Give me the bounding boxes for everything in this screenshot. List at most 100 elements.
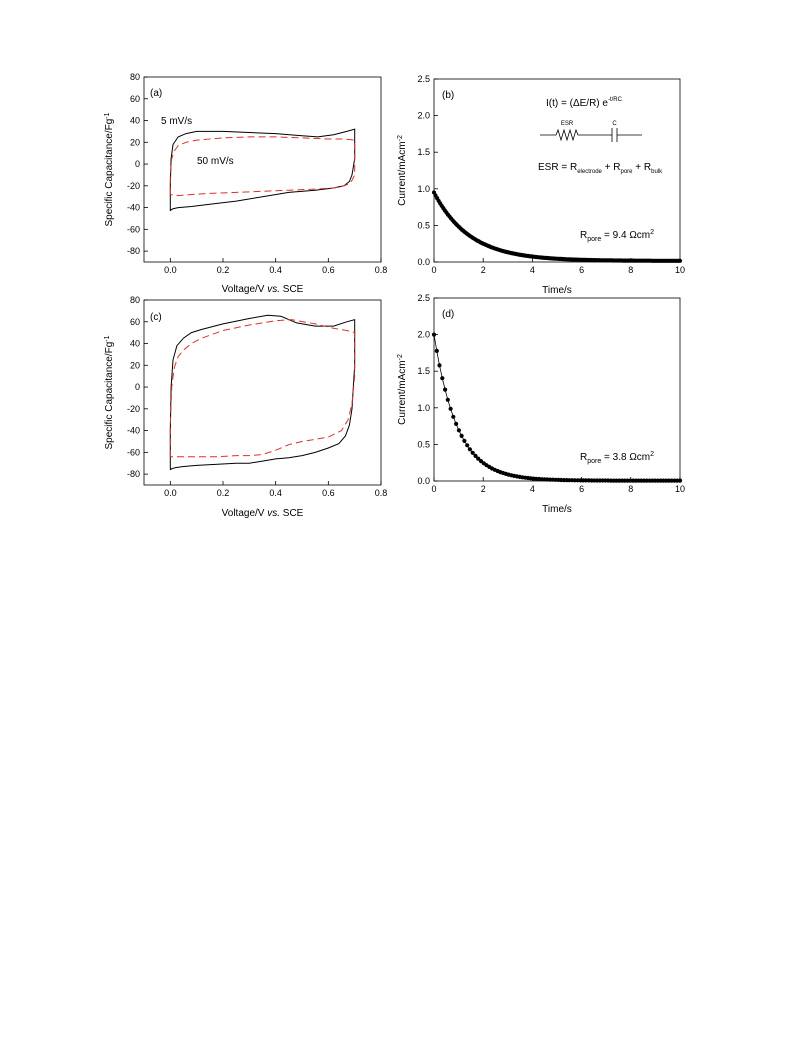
series-c: [169, 314, 356, 471]
x-axis-label-c: Voltage/V vs. SCE: [222, 508, 304, 519]
y-ticks-a: -80 -60 -40 -20 0 20 40 60 80: [127, 72, 148, 256]
y-tick-label: 2.5: [417, 293, 430, 303]
x-tick-label: 0.2: [217, 265, 230, 275]
y-tick-label: 0.0: [417, 257, 430, 267]
x-tick-label: 0.0: [164, 265, 177, 275]
data-point: [465, 443, 470, 448]
data-point: [443, 387, 448, 392]
circuit-wire: [540, 128, 642, 142]
x-tick-label: 0.8: [375, 488, 388, 498]
panel-d: 0 2 4 6 8 10 0.0 0.5 1.0 1.5 2.0 2.5 (d) Rpore = 3…: [397, 293, 686, 515]
y-tick-label: 0: [135, 159, 140, 169]
x-tick-label: 4: [530, 484, 535, 494]
plot-frame-b: [433, 78, 681, 263]
y-axis-label-b: Current/mAcm-2: [397, 135, 409, 206]
x-tick-label: 0.6: [322, 265, 335, 275]
x-tick-label: 0.2: [217, 488, 230, 498]
y-tick-label: -80: [127, 246, 140, 256]
data-point: [476, 456, 481, 461]
x-tick-label: 0.4: [269, 488, 282, 498]
y-tick-label: 60: [130, 317, 140, 327]
x-axis-label-b: Time/s: [542, 285, 572, 296]
series-a: [169, 128, 356, 212]
x-tick-label: 6: [579, 265, 584, 275]
y-tick-label: 0.5: [417, 439, 430, 449]
x-tick-label: 0.0: [164, 488, 177, 498]
plot-frame-c: [143, 299, 382, 486]
data-point: [459, 433, 464, 438]
equation-text: I(t) = (ΔE/R) e-t/RC: [546, 97, 623, 109]
annotation-5mvs: 5 mV/s: [161, 116, 192, 127]
x-tick-label: 10: [675, 265, 685, 275]
x-ticks-a: 0.0 0.2 0.4 0.6 0.8: [164, 258, 387, 275]
data-point: [445, 397, 450, 402]
data-point: [470, 450, 475, 455]
data-point: [462, 438, 467, 443]
x-tick-label: 0: [431, 484, 436, 494]
y-tick-label: 40: [130, 339, 140, 349]
cv-curve-5-mv-s: [169, 314, 356, 471]
y-tick-label: 2.0: [417, 111, 430, 121]
y-tick-label: -40: [127, 203, 140, 213]
x-tick-label: 8: [628, 265, 633, 275]
data-point: [448, 406, 453, 411]
y-tick-label: 20: [130, 137, 140, 147]
data-point: [677, 258, 683, 263]
x-axis-label-a: Voltage/V vs. SCE: [222, 284, 304, 295]
panel-label-c: (c): [150, 312, 162, 323]
y-tick-label: 0.5: [417, 220, 430, 230]
y-axis-label-a: Specific Capacitance/Fg-1: [104, 112, 116, 226]
y-tick-label: 1.0: [417, 403, 430, 413]
data-point: [473, 453, 478, 458]
data-point: [437, 363, 442, 368]
x-tick-label: 4: [530, 265, 535, 275]
x-tick-label: 8: [628, 484, 633, 494]
data-point: [451, 414, 456, 419]
x-ticks-c: 0.0 0.2 0.4 0.6 0.8: [164, 481, 387, 498]
rpore-annotation-b: Rpore = 9.4 Ωcm2: [580, 229, 654, 243]
circuit-diagram: ESR C: [540, 121, 642, 142]
esr-equation: ESR = Relectrode + Rpore + Rbulk: [538, 162, 663, 175]
decay-line: [433, 192, 680, 262]
y-tick-label: -20: [127, 181, 140, 191]
x-tick-label: 0.4: [269, 265, 282, 275]
y-tick-label: 2.0: [417, 330, 430, 340]
x-tick-label: 0.6: [322, 488, 335, 498]
series-b: [431, 190, 683, 263]
y-ticks-b: 0.0 0.5 1.0 1.5 2.0 2.5: [417, 74, 438, 267]
y-ticks-c: -80 -60 -40 -20 0 20 40 60 80: [127, 295, 148, 479]
y-tick-label: 1.0: [417, 184, 430, 194]
x-tick-label: 2: [481, 265, 486, 275]
panel-a: 0.0 0.2 0.4 0.6 0.8 -80 -60 -40 -20 0 20 40 60 80 (a…: [104, 72, 388, 295]
series-d: [431, 332, 683, 483]
data-point: [467, 447, 472, 452]
annotation-50mvs: 50 mV/s: [197, 156, 234, 167]
y-tick-label: -40: [127, 426, 140, 436]
panel-label-d: (d): [442, 309, 454, 320]
panel-c: 0.0 0.2 0.4 0.6 0.8 -80 -60 -40 -20 0 20 40 60 80 (c…: [104, 295, 388, 519]
data-point: [434, 348, 439, 353]
panel-label-a: (a): [150, 88, 162, 99]
y-tick-label: 60: [130, 94, 140, 104]
data-point: [456, 428, 461, 433]
y-tick-label: -80: [127, 469, 140, 479]
data-point: [440, 376, 445, 381]
x-tick-label: 10: [675, 484, 685, 494]
y-tick-label: 80: [130, 72, 140, 82]
cv-curve-50-mv-s: [169, 319, 356, 458]
y-tick-label: 0: [135, 382, 140, 392]
x-tick-label: 0.8: [375, 265, 388, 275]
rpore-annotation-d: Rpore = 3.8 Ωcm2: [580, 451, 654, 465]
cv-curve-5-mv-s: [169, 128, 356, 212]
y-tick-label: -60: [127, 224, 140, 234]
data-point: [431, 332, 437, 337]
y-tick-label: -20: [127, 404, 140, 414]
x-tick-label: 0: [431, 265, 436, 275]
data-point: [454, 421, 459, 426]
plot-frame-a: [143, 76, 382, 263]
x-axis-label-d: Time/s: [542, 504, 572, 515]
panel-label-b: (b): [442, 90, 454, 101]
x-tick-label: 2: [481, 484, 486, 494]
y-tick-label: 1.5: [417, 366, 430, 376]
